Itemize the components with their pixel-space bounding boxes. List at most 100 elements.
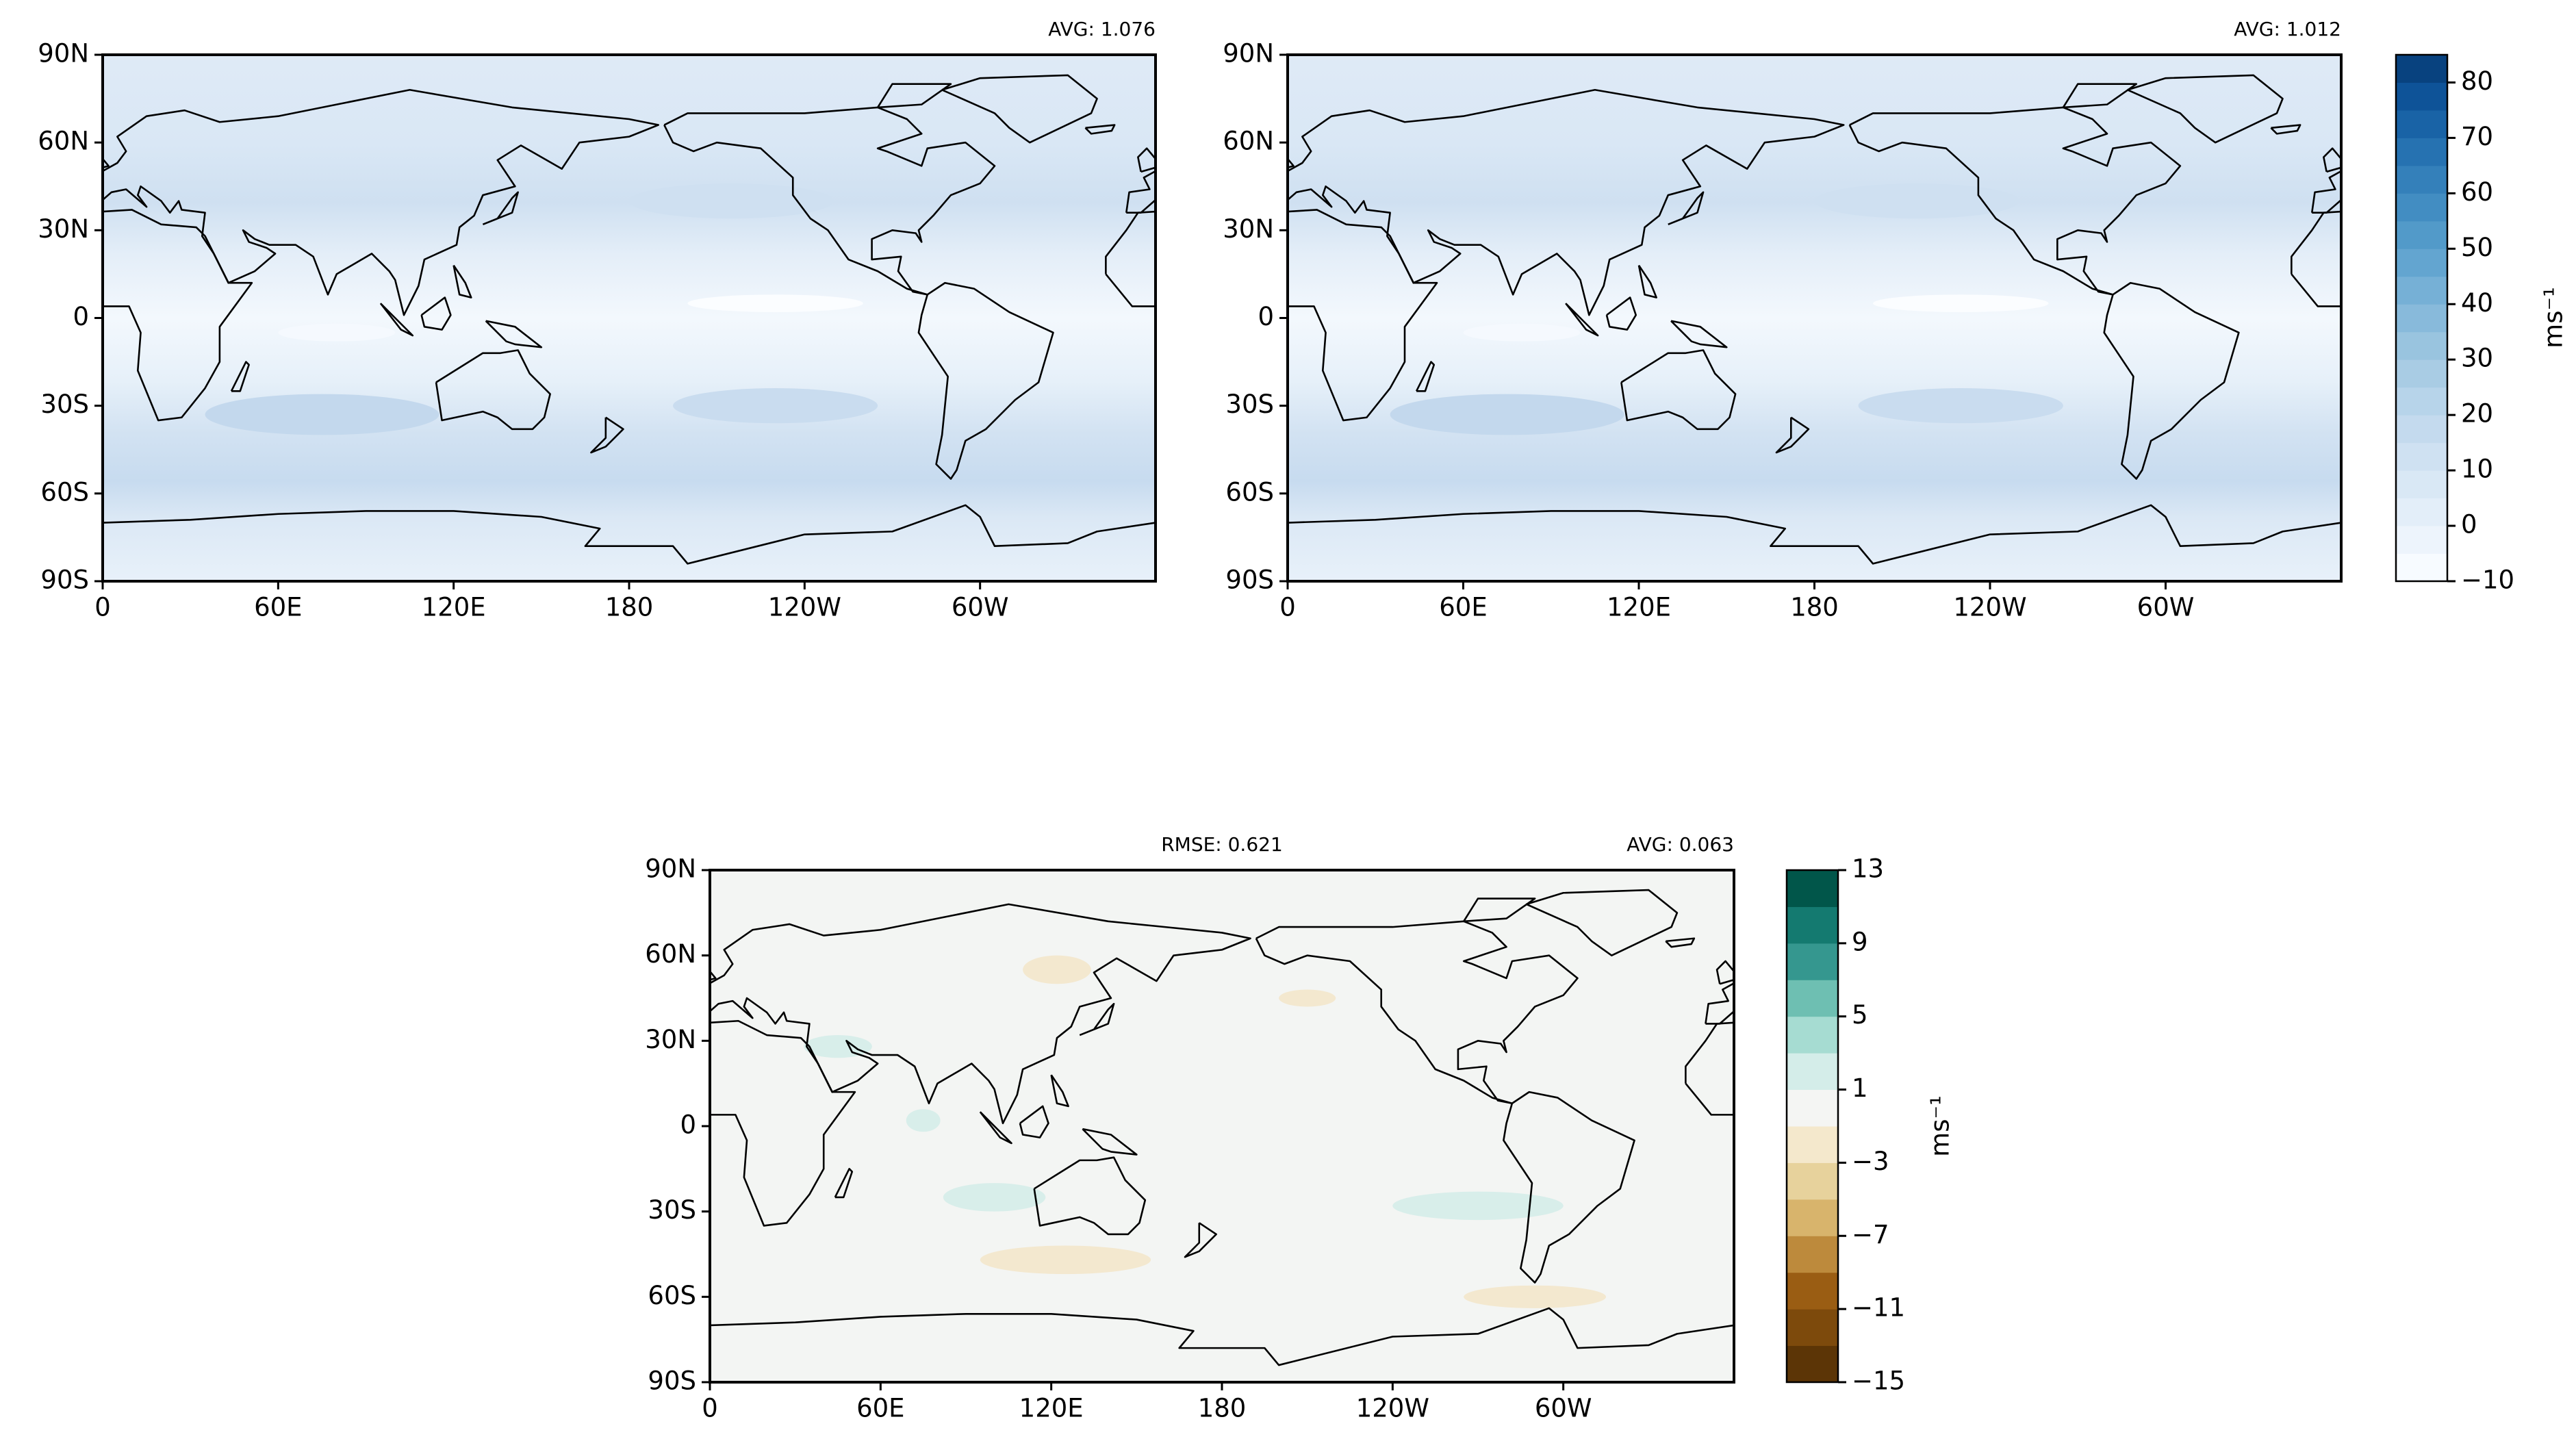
y-tick-label: 60S <box>40 477 89 507</box>
x-tick-label: 60E <box>1439 593 1487 622</box>
field-patch <box>673 388 878 423</box>
colorbar-band <box>2396 166 2447 194</box>
y-tick-label: 90S <box>648 1366 696 1396</box>
y-tick-label: 0 <box>680 1110 696 1140</box>
colorbar-band <box>1787 1053 1838 1090</box>
field <box>103 55 1156 581</box>
y-tick-label: 90N <box>1223 39 1274 68</box>
colorbar-band <box>2396 82 2447 110</box>
y-tick-label: 60S <box>1225 477 1274 507</box>
coastline <box>439 899 511 921</box>
x-tick-label: 120W <box>1356 1394 1429 1423</box>
field-patch <box>1392 1192 1563 1221</box>
field-patch <box>943 1183 1046 1212</box>
colorbar-band <box>1787 906 1838 943</box>
colorbar-band <box>1787 1309 1838 1346</box>
colorbar-band <box>2396 304 2447 332</box>
x-tick-label: 60W <box>2137 593 2195 622</box>
colorbar-band <box>1787 943 1838 980</box>
field-patch <box>1464 1286 1606 1308</box>
colorbar-band <box>2396 359 2447 387</box>
x-tick-label: 120E <box>1019 1394 1084 1423</box>
colorbar-band <box>2396 55 2447 83</box>
x-tick-label: 0 <box>1279 593 1296 622</box>
colorbar-tick-label: 20 <box>2461 399 2493 429</box>
annotation: AVG: 1.076 <box>1048 18 1156 40</box>
colorbar-tick-label: 13 <box>1852 854 1884 884</box>
colorbar-label: ms⁻¹ <box>2539 287 2568 348</box>
colorbar-band <box>2396 387 2447 416</box>
x-tick-label: 120E <box>422 593 486 622</box>
colorbar-tick-label: 1 <box>1852 1073 1868 1103</box>
field-patch <box>1859 388 2063 423</box>
field-patch <box>1464 324 1581 342</box>
x-tick-label: 120E <box>1607 593 1671 622</box>
colorbar-tick-label: −7 <box>1852 1220 1889 1249</box>
y-tick-label: 90S <box>1225 565 1274 595</box>
colorbar-tick-label: −10 <box>2461 565 2514 595</box>
coastline <box>2076 1075 2093 1106</box>
colorbar-band <box>1787 1346 1838 1383</box>
y-tick-label: 60S <box>648 1281 696 1310</box>
colorbar-band <box>2396 277 2447 305</box>
colorbar-tick-label: 9 <box>1852 927 1868 956</box>
coastline <box>502 890 653 956</box>
colorbar-band <box>2396 554 2447 582</box>
colorbar-tick-label: 80 <box>2461 66 2493 96</box>
colorbar-band <box>2396 221 2447 249</box>
y-tick-label: 60N <box>38 127 89 156</box>
coastline <box>2004 1112 2036 1143</box>
colorbar-band <box>2396 526 2447 554</box>
field-patch <box>1815 183 2019 218</box>
coastline <box>2058 1158 2169 1234</box>
y-tick-label: 30N <box>38 214 89 244</box>
x-tick-label: 180 <box>1790 593 1839 622</box>
y-tick-label: 30N <box>645 1025 696 1054</box>
colorbar-tick-label: 5 <box>1852 1000 1868 1030</box>
colorbar-label: ms⁻¹ <box>1926 1095 1955 1157</box>
field-patch <box>980 1246 1151 1275</box>
y-tick-label: 90S <box>40 565 89 595</box>
coastline <box>2341 505 2576 563</box>
colorbar-band <box>1787 1017 1838 1054</box>
colorbar-tick-label: 40 <box>2461 288 2493 318</box>
field-patch <box>1873 294 2049 312</box>
colorbar-tick-label: 70 <box>2461 122 2493 151</box>
field-patch <box>1390 394 1624 435</box>
x-tick-label: 0 <box>702 1394 718 1423</box>
annotation: RMSE: 0.621 <box>1161 833 1283 856</box>
field-patch <box>906 1109 941 1132</box>
y-tick-label: 90N <box>645 854 696 884</box>
coastline <box>479 1092 610 1282</box>
x-tick-label: 60E <box>254 593 302 622</box>
map <box>232 870 2576 1382</box>
y-tick-label: 90N <box>38 39 89 68</box>
annotation: AVG: 0.063 <box>1627 833 1734 856</box>
colorbar-band <box>1787 1090 1838 1127</box>
colorbar-band <box>2396 249 2447 277</box>
y-tick-label: 30S <box>648 1195 696 1225</box>
coastline <box>2106 1129 2160 1154</box>
colorbar-band <box>2396 193 2447 221</box>
annotation: AVG: 1.012 <box>2234 18 2341 40</box>
y-tick-label: 60N <box>645 939 696 969</box>
coastline <box>2044 1106 2073 1138</box>
field <box>1288 55 2341 581</box>
colorbar-tick-label: −11 <box>1852 1293 1905 1323</box>
colorbar-band <box>1787 870 1838 907</box>
coastline <box>2104 1004 2138 1035</box>
colorbar-band <box>1787 1126 1838 1163</box>
x-tick-label: 60W <box>1535 1394 1592 1423</box>
field-patch <box>205 394 439 435</box>
colorbar-tick-label: 60 <box>2461 177 2493 207</box>
y-tick-label: 60N <box>1223 127 1274 156</box>
colorbar-band <box>2396 110 2447 138</box>
x-tick-label: 180 <box>1198 1394 1247 1423</box>
colorbar-band <box>1787 1199 1838 1236</box>
